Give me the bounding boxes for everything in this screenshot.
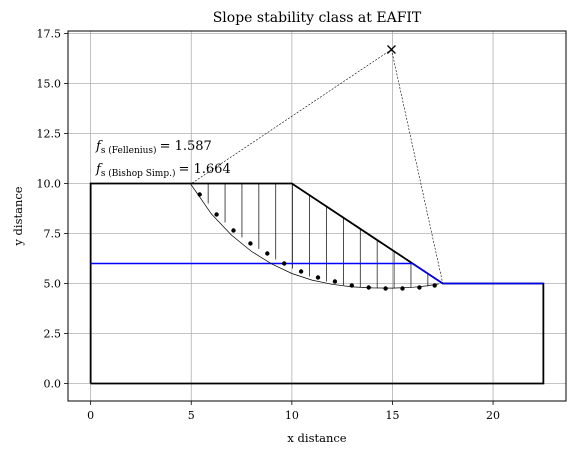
fellenius-value: = 1.587 — [160, 139, 212, 154]
y-tick-label: 17.5 — [37, 28, 62, 41]
x-tick-label: 0 — [87, 409, 94, 422]
plot-data — [89, 45, 545, 385]
x-tick-label: 5 — [188, 409, 195, 422]
ticks: 0 5 10 15 20 0.0 2.5 5.0 7.5 10.0 12.5 15.0 17.5 — [37, 28, 501, 423]
grid — [68, 31, 566, 401]
bishop-value: = 1.664 — [178, 162, 230, 177]
y-tick-label: 15.0 — [37, 78, 62, 91]
failure-surface-line — [190, 183, 439, 289]
slice-midpoint-marker — [214, 212, 219, 217]
bishop-sub: s (Bishop Simp.) — [101, 168, 176, 179]
y-tick-label: 5.0 — [44, 278, 62, 291]
slice-midpoint-marker — [282, 261, 287, 266]
bishop-prefix: f — [95, 162, 103, 177]
watertable-line — [90, 262, 544, 285]
x-tick-label: 20 — [486, 409, 500, 422]
axes-frame — [67, 30, 567, 402]
chart-title: Slope stability class at EAFIT — [213, 10, 422, 26]
fellenius-prefix: f — [95, 139, 103, 154]
radius-line — [190, 49, 392, 185]
slice-midpoint-marker — [383, 286, 388, 291]
y-tick-label: 2.5 — [44, 328, 62, 341]
y-tick-label: 12.5 — [37, 128, 62, 141]
x-axis-label: x distance — [287, 431, 346, 445]
slice-midpoint-marker — [298, 269, 304, 274]
slice-midpoint-marker — [400, 286, 405, 291]
y-tick-label: 0.0 — [44, 378, 62, 391]
x-tick-label: 10 — [285, 409, 299, 422]
slice-midpoint-marker — [349, 283, 355, 288]
slice-midpoint-marker — [432, 283, 437, 288]
slice-midpoint-marker — [315, 275, 321, 280]
y-tick-label: 10.0 — [37, 178, 62, 191]
slice-midpoint-marker — [417, 285, 422, 290]
slice-midpoint-marker — [265, 251, 270, 256]
radius-line — [391, 49, 444, 284]
slice-midpoint-marker — [231, 228, 236, 233]
y-axis-label: y distance — [11, 186, 25, 246]
slice-midpoint-marker — [332, 279, 338, 284]
fellenius-sub: s (Fellenius) — [101, 145, 157, 156]
slice-midpoint-marker — [248, 241, 253, 246]
circle-center-marker — [386, 45, 396, 54]
slice-midpoint-marker — [197, 192, 202, 197]
bishop-annotation: fs (Bishop Simp.) = 1.664 — [95, 162, 231, 179]
y-tick-label: 7.5 — [44, 228, 62, 241]
x-tick-label: 15 — [385, 409, 399, 422]
fellenius-annotation: fs (Fellenius) = 1.587 — [95, 139, 212, 156]
slice-midpoint-marker — [366, 285, 371, 290]
